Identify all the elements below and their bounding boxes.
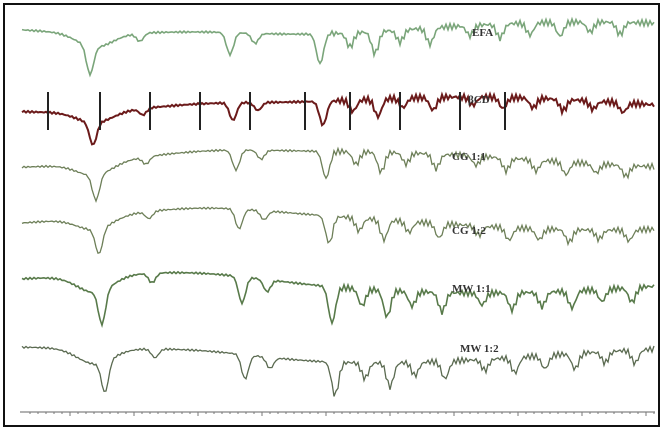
spectrum-label: βCD bbox=[468, 94, 490, 106]
spectrum-label: CG 1:1 bbox=[452, 151, 486, 163]
spectrum-label: EFA bbox=[472, 27, 493, 39]
spectrum-label: MW 1:1 bbox=[452, 283, 491, 295]
spectrum-label: MW 1:2 bbox=[460, 343, 499, 355]
frame bbox=[3, 3, 660, 427]
spectrum-trace bbox=[21, 91, 655, 146]
spectrum-trace bbox=[21, 146, 655, 204]
spectrum-trace bbox=[21, 270, 655, 329]
spectrum-label: CG 1:2 bbox=[452, 225, 486, 237]
spectrum-trace bbox=[21, 206, 655, 255]
spectrum-trace bbox=[21, 16, 655, 78]
spectrum-trace bbox=[21, 344, 655, 397]
spectra-traces bbox=[21, 16, 655, 397]
